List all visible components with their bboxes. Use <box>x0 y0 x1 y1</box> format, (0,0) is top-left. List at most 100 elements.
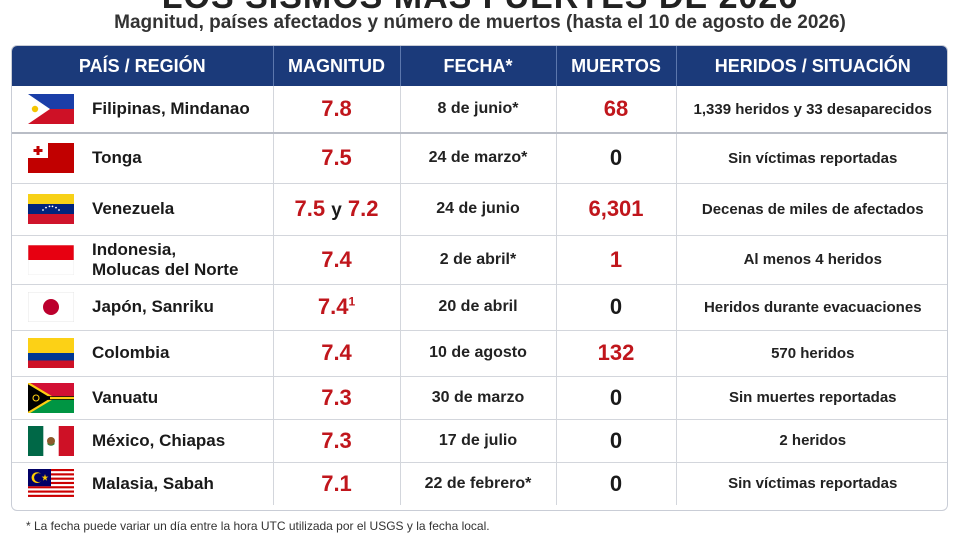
country-name-line: Venezuela <box>92 199 175 218</box>
country-name-line: Vanuatu <box>92 387 159 407</box>
country-cell: México, Chiapas <box>12 419 274 463</box>
deaths-cell: 0 <box>556 133 677 184</box>
table-row: Japón, Sanriku 7.41 20 de abril 0 Heridos du… <box>12 284 947 331</box>
country-name-line: Japón, Sanriku <box>92 297 214 316</box>
country-wrapper: Vanuatu <box>12 382 273 413</box>
country-name-line: Tonga <box>92 148 142 168</box>
header-deaths: MUERTOS <box>556 46 677 86</box>
status-cell: Heridos durante evacuaciones <box>676 284 947 331</box>
status-cell: Sin víctimas reportadas <box>728 475 898 493</box>
deaths-cell: 0 <box>556 284 677 331</box>
status-cell: Al menos 4 heridos <box>676 235 947 285</box>
status-cell: 2 heridos <box>676 419 947 463</box>
country-name-line: Molucas del Norte <box>92 259 239 279</box>
status-cell: Sin muertes reportadas <box>676 376 947 420</box>
vanuatu-flag-icon <box>28 382 74 413</box>
country-name: Filipinas, Mindanao <box>92 99 250 119</box>
magnitude-cell: 7.3 <box>273 419 401 463</box>
table-row: Colombia 7.4 10 de agosto 132 570 heridos <box>12 330 947 377</box>
status-cell: Sin víctimas reportadas <box>676 133 947 184</box>
table-row: Tonga 7.5 24 de marzo* 0 Sin víctimas report… <box>12 133 947 184</box>
footnote: * La fecha puede variar un día entre la … <box>26 519 490 533</box>
magnitude-footnote-mark: 1 <box>348 294 356 309</box>
country-wrapper: Malasia, Sabah <box>12 468 273 499</box>
date-cell: 2 de abril* <box>400 235 557 285</box>
country-name: Venezuela <box>92 199 174 219</box>
magnitude-value: 7.5 <box>321 145 352 171</box>
country-cell: Indonesia, Molucas del Norte <box>12 235 274 285</box>
mexico-flag-icon <box>28 425 74 456</box>
country-wrapper: Japón, Sanriku <box>12 292 273 322</box>
country-name: Tonga <box>92 148 142 168</box>
deaths-cell: 0 <box>556 376 677 420</box>
magnitude-value: 7.3 <box>321 427 352 453</box>
tonga-flag-icon <box>28 143 74 174</box>
header-country: PAÍS / REGIÓN <box>12 46 274 86</box>
date-cell: 20 de abril <box>400 284 557 331</box>
page-title: LOS SISMOS MÁS FUERTES DE 2026 <box>0 0 960 17</box>
table-header-row: PAÍS / REGIÓN MAGNITUD FECHA* MUERTOS HE… <box>12 46 947 86</box>
country-name-line: México, Chiapas <box>92 430 226 450</box>
table-row: Malasia, Sabah 7.1 22 de febrero* 0 Sin víct… <box>12 462 947 505</box>
philippines-flag-icon <box>28 94 74 124</box>
country-name-line: Malasia, Sabah <box>92 473 214 493</box>
country-name: Japón, Sanriku <box>92 297 214 317</box>
deaths-cell: 68 <box>556 86 677 134</box>
date-cell: 30 de marzo <box>400 376 557 420</box>
table-row: Filipinas, Mindanao 7.8 8 de junio* 68 1,339… <box>12 86 947 134</box>
magnitude-cell: 7.5 <box>273 133 401 184</box>
status-cell: 1,339 heridos y 33 desaparecidos <box>676 86 947 134</box>
magnitude-cell: 7.1 <box>273 462 401 505</box>
country-cell: Vanuatu <box>12 376 274 420</box>
page-subtitle: Magnitud, países afectados y número de m… <box>114 12 846 33</box>
magnitude-value: 7.5 <box>294 196 326 221</box>
header-date: FECHA* <box>400 46 557 86</box>
magnitude-cell: 7.4 <box>273 330 401 377</box>
magnitude-value: 7.2 <box>347 196 379 221</box>
country-cell: Tonga <box>12 133 274 184</box>
country-name: Colombia <box>92 343 169 363</box>
magnitude-cell: 7.5 y 7.2 <box>273 183 401 236</box>
indonesia-flag-icon <box>28 244 74 275</box>
magnitude-value: 7.3 <box>321 384 352 410</box>
magnitude-join: y <box>331 200 342 221</box>
country-wrapper: México, Chiapas <box>12 425 273 456</box>
magnitude-value: 7.8 <box>321 96 352 121</box>
date-cell: 8 de junio* <box>400 86 557 134</box>
header-status: HERIDOS / SITUACIÓN <box>676 46 947 86</box>
status-cell: 570 heridos <box>676 330 947 377</box>
country-name: México, Chiapas <box>92 431 225 451</box>
table-row: Venezuela 7.5 y 7.2 24 de junio 6,301 Decena… <box>12 183 947 236</box>
table-row: México, Chiapas 7.3 17 de julio 0 2 heridos <box>12 419 947 463</box>
country-name-line: Colombia <box>92 343 170 362</box>
earthquake-table: PAÍS / REGIÓN MAGNITUD FECHA* MUERTOS HE… <box>11 45 948 511</box>
country-cell: Colombia <box>12 330 274 377</box>
deaths-cell: 1 <box>556 235 677 285</box>
country-name: Malasia, Sabah <box>92 474 214 494</box>
deaths-cell: 132 <box>556 330 677 377</box>
country-wrapper: Indonesia, Molucas del Norte <box>12 240 273 280</box>
malaysia-flag-icon <box>28 468 74 499</box>
magnitude-value: 7.4 <box>317 294 349 319</box>
country-cell: Venezuela <box>12 183 274 236</box>
date-cell: 10 de agosto <box>400 330 557 377</box>
country-cell: Malasia, Sabah <box>12 462 274 505</box>
country-cell: Japón, Sanriku <box>12 284 274 331</box>
country-name: Vanuatu <box>92 388 158 408</box>
header-magnitude: MAGNITUD <box>273 46 401 86</box>
country-wrapper: Tonga <box>12 143 273 174</box>
country-name-line: Filipinas, Mindanao <box>92 99 250 118</box>
table-row: Indonesia, Molucas del Norte 7.4 2 de abril… <box>12 235 947 285</box>
country-name: Indonesia, Molucas del Norte <box>92 240 238 280</box>
magnitude-cell: 7.8 <box>273 86 401 134</box>
country-name-line: Indonesia, <box>92 239 177 259</box>
venezuela-flag-icon <box>28 194 74 224</box>
magnitude-value: 7.4 <box>321 340 352 365</box>
colombia-flag-icon <box>28 338 74 368</box>
japan-flag-icon <box>28 292 74 322</box>
deaths-cell: 6,301 <box>556 183 677 236</box>
date-cell: 24 de junio <box>400 183 557 236</box>
country-wrapper: Colombia <box>12 338 273 368</box>
country-wrapper: Venezuela <box>12 194 273 224</box>
country-cell: Filipinas, Mindanao <box>12 86 274 134</box>
